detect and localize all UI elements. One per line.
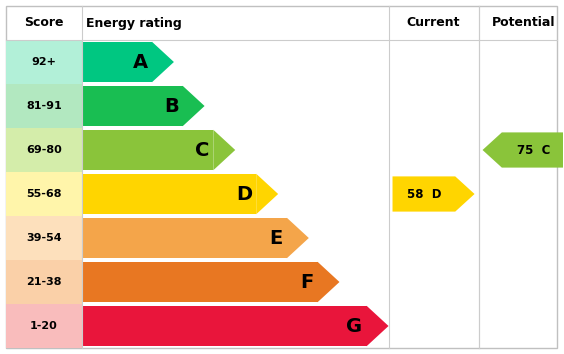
Text: 1-20: 1-20: [30, 321, 58, 331]
Text: 21-38: 21-38: [26, 277, 61, 287]
Text: 55-68: 55-68: [26, 189, 61, 199]
Bar: [82, 218, 287, 258]
Bar: [82, 262, 318, 302]
Text: 81-91: 81-91: [26, 101, 62, 111]
Polygon shape: [287, 218, 309, 258]
Bar: [6, 128, 82, 172]
Bar: [6, 260, 82, 304]
Text: Score: Score: [24, 17, 64, 29]
Polygon shape: [183, 86, 205, 126]
Bar: [6, 84, 82, 128]
Text: 69-80: 69-80: [26, 145, 62, 155]
Text: 75  C: 75 C: [517, 143, 550, 156]
Text: 92+: 92+: [32, 57, 56, 67]
Polygon shape: [483, 132, 564, 167]
Bar: [6, 216, 82, 260]
Polygon shape: [367, 306, 389, 346]
Polygon shape: [393, 176, 474, 212]
Bar: [82, 86, 183, 126]
Text: 58  D: 58 D: [407, 188, 441, 200]
Bar: [6, 172, 82, 216]
Text: C: C: [195, 141, 209, 160]
Text: F: F: [300, 273, 314, 291]
Bar: [82, 130, 213, 170]
Bar: [6, 40, 82, 84]
Polygon shape: [213, 130, 235, 170]
Text: D: D: [236, 184, 252, 204]
Polygon shape: [152, 42, 174, 82]
Text: Current: Current: [407, 17, 460, 29]
Text: Potential: Potential: [492, 17, 556, 29]
Text: E: E: [270, 228, 283, 247]
Bar: [6, 304, 82, 348]
Bar: [82, 42, 152, 82]
Text: G: G: [346, 316, 363, 336]
Polygon shape: [256, 174, 278, 214]
Text: B: B: [164, 97, 179, 115]
Text: A: A: [133, 52, 148, 72]
Text: Energy rating: Energy rating: [86, 17, 182, 29]
Bar: [82, 174, 256, 214]
Polygon shape: [318, 262, 340, 302]
Bar: [82, 306, 367, 346]
Text: 39-54: 39-54: [26, 233, 62, 243]
